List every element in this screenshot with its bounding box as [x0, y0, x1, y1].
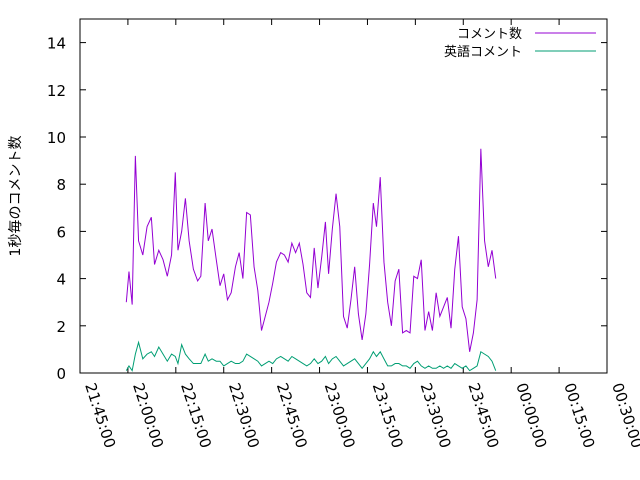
y-tick-label: 4 [56, 271, 66, 289]
x-tick-label: 00:30:00 [608, 381, 640, 451]
x-tick-label: 22:30:00 [225, 381, 263, 451]
y-tick-label: 8 [56, 176, 66, 194]
x-axis-ticks: 21:45:00 22:00:00 22:15:00 22:30:00 22:45:00… [79, 19, 640, 451]
y-axis-label: 1秒毎のコメント数 [8, 136, 24, 257]
x-tick-label: 23:30:00 [417, 381, 455, 451]
x-tick-label: 21:45:00 [81, 381, 119, 451]
y-tick-label: 6 [56, 223, 66, 241]
series-line-english [125, 340, 497, 372]
x-tick-label: 23:00:00 [321, 381, 359, 451]
x-tick-label: 23:15:00 [369, 381, 407, 451]
x-tick-label: 00:15:00 [560, 381, 598, 451]
x-tick-label: 00:00:00 [512, 381, 550, 451]
y-tick-label: 12 [47, 82, 66, 100]
legend-label-comments: コメント数 [457, 27, 522, 42]
x-tick-label: 22:45:00 [273, 381, 311, 451]
series-line-comments [125, 148, 497, 352]
y-tick-label: 14 [47, 35, 66, 53]
x-tick-label: 22:00:00 [129, 381, 167, 451]
plot-frame [79, 18, 608, 374]
y-tick-label: 10 [47, 129, 66, 147]
x-tick-label: 22:15:00 [177, 381, 215, 451]
y-tick-label: 2 [56, 318, 66, 336]
legend-label-english: 英語コメント [444, 44, 522, 60]
y-axis-ticks: 0 2 4 6 8 10 12 14 [47, 35, 607, 383]
y-tick-label: 0 [56, 365, 66, 383]
series-lines [125, 148, 497, 372]
x-tick-label: 23:45:00 [464, 381, 502, 451]
